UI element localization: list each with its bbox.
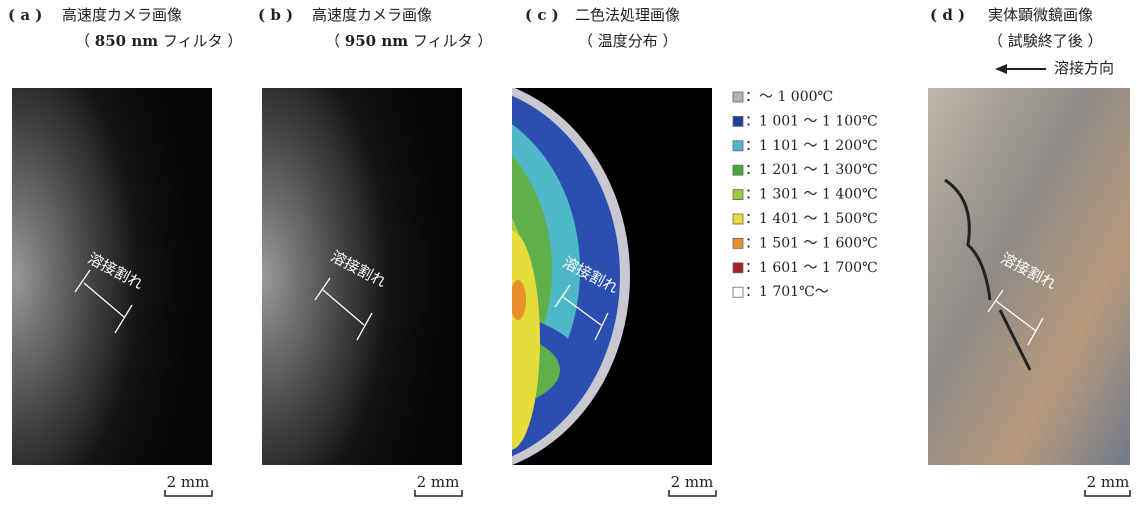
legend-label: ：1 001 ～ 1 100℃ [745,113,878,129]
panel-subtitle: （ 温度分布 ） [578,32,678,50]
figure: ( a ) 高速度カメラ画像 （ 850 nm フィルタ ） 溶接割れ 2 mm… [0,0,1137,505]
legend: ：～ 1 000℃ ：1 001 ～ 1 100℃ ：1 101 ～ 1 200℃ ：… [733,89,878,300]
panel-subtitle: （ 950 nm フィルタ ） [325,32,492,50]
legend-label: ：1 701℃～ [745,284,829,300]
panel-label: ( c ) [525,6,559,24]
panel-title: 高速度カメラ画像 [312,6,432,24]
legend-swatch [733,165,743,175]
panel-subtitle: （ 850 nm フィルタ ） [75,32,242,50]
panel-label: ( d ) [930,6,965,24]
direction-label: 溶接方向 [1054,59,1114,77]
legend-swatch [733,190,743,200]
legend-label: ：1 401 ～ 1 500℃ [745,211,878,227]
legend-label: ：～ 1 000℃ [745,89,833,105]
legend-swatch [733,287,743,297]
legend-label: ：1 501 ～ 1 600℃ [745,235,878,251]
legend-swatch [733,141,743,151]
legend-swatch [733,92,743,102]
legend-swatch [733,238,743,248]
panel-label: ( a ) [8,6,42,24]
panel-subtitle: （ 試験終了後 ） [988,32,1103,50]
scale-label: 2 mm [417,473,460,491]
panel-title: 高速度カメラ画像 [62,6,182,24]
legend-label: ：1 601 ～ 1 700℃ [745,260,878,276]
legend-label: ：1 301 ～ 1 400℃ [745,187,878,203]
legend-swatch [733,116,743,126]
panel-title: 実体顕微鏡画像 [988,6,1093,24]
scale-label: 2 mm [167,473,210,491]
legend-swatch [733,214,743,224]
legend-label: ：1 201 ～ 1 300℃ [745,162,878,178]
scale-label: 2 mm [1087,473,1130,491]
legend-swatch [733,263,743,273]
direction-arrow [995,64,1046,74]
legend-label: ：1 101 ～ 1 200℃ [745,138,878,154]
scale-label: 2 mm [671,473,714,491]
panel-label: ( b ) [258,6,293,24]
panel-title: 二色法処理画像 [575,6,680,24]
